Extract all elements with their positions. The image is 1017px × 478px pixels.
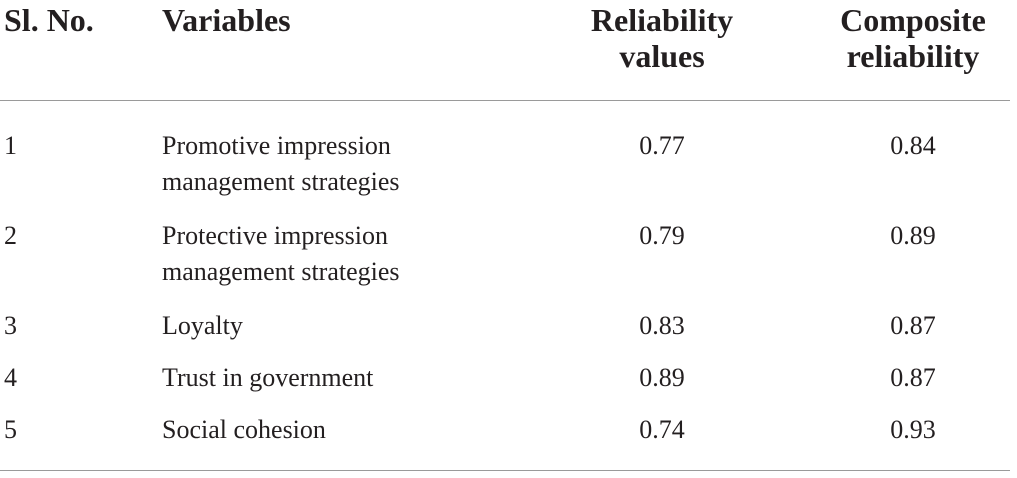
row-4-sl: 4 bbox=[4, 363, 17, 392]
row-1-sl: 1 bbox=[4, 131, 17, 160]
header-rule bbox=[0, 100, 1010, 101]
row-5-reliability: 0.74 bbox=[639, 415, 685, 444]
row-3-composite: 0.87 bbox=[890, 311, 936, 340]
row-1-variable: Promotive impression management strategi… bbox=[162, 128, 400, 200]
row-2-sl: 2 bbox=[4, 221, 17, 250]
row-3-reliability: 0.83 bbox=[639, 311, 685, 340]
row-1-variable-line2: management strategies bbox=[162, 167, 400, 196]
header-reliability-line1: Reliability bbox=[590, 2, 734, 38]
row-4-reliability: 0.89 bbox=[639, 363, 685, 392]
header-composite-line1: Composite bbox=[840, 2, 986, 38]
header-reliability-values: Reliability values bbox=[562, 2, 762, 74]
header-variables: Variables bbox=[162, 2, 291, 38]
header-composite-reliability: Composite reliability bbox=[813, 2, 1013, 74]
row-2-composite: 0.89 bbox=[890, 221, 936, 250]
row-1-composite: 0.84 bbox=[890, 131, 936, 160]
row-3-sl: 3 bbox=[4, 311, 17, 340]
row-1-variable-line1: Promotive impression bbox=[162, 131, 391, 160]
header-composite-line2: reliability bbox=[846, 38, 980, 74]
header-sl-no: Sl. No. bbox=[4, 2, 94, 38]
row-2-variable-line2: management strategies bbox=[162, 257, 400, 286]
row-5-variable: Social cohesion bbox=[162, 415, 326, 444]
row-5-composite: 0.93 bbox=[890, 415, 936, 444]
row-2-reliability: 0.79 bbox=[639, 221, 685, 250]
row-5-sl: 5 bbox=[4, 415, 17, 444]
row-1-reliability: 0.77 bbox=[639, 131, 685, 160]
row-4-variable: Trust in government bbox=[162, 363, 374, 392]
header-reliability-line2: values bbox=[619, 38, 705, 74]
row-2-variable-line1: Protective impression bbox=[162, 221, 389, 250]
row-3-variable: Loyalty bbox=[162, 311, 243, 340]
row-4-composite: 0.87 bbox=[890, 363, 936, 392]
footer-rule bbox=[0, 470, 1010, 471]
row-2-variable: Protective impression management strateg… bbox=[162, 218, 400, 290]
